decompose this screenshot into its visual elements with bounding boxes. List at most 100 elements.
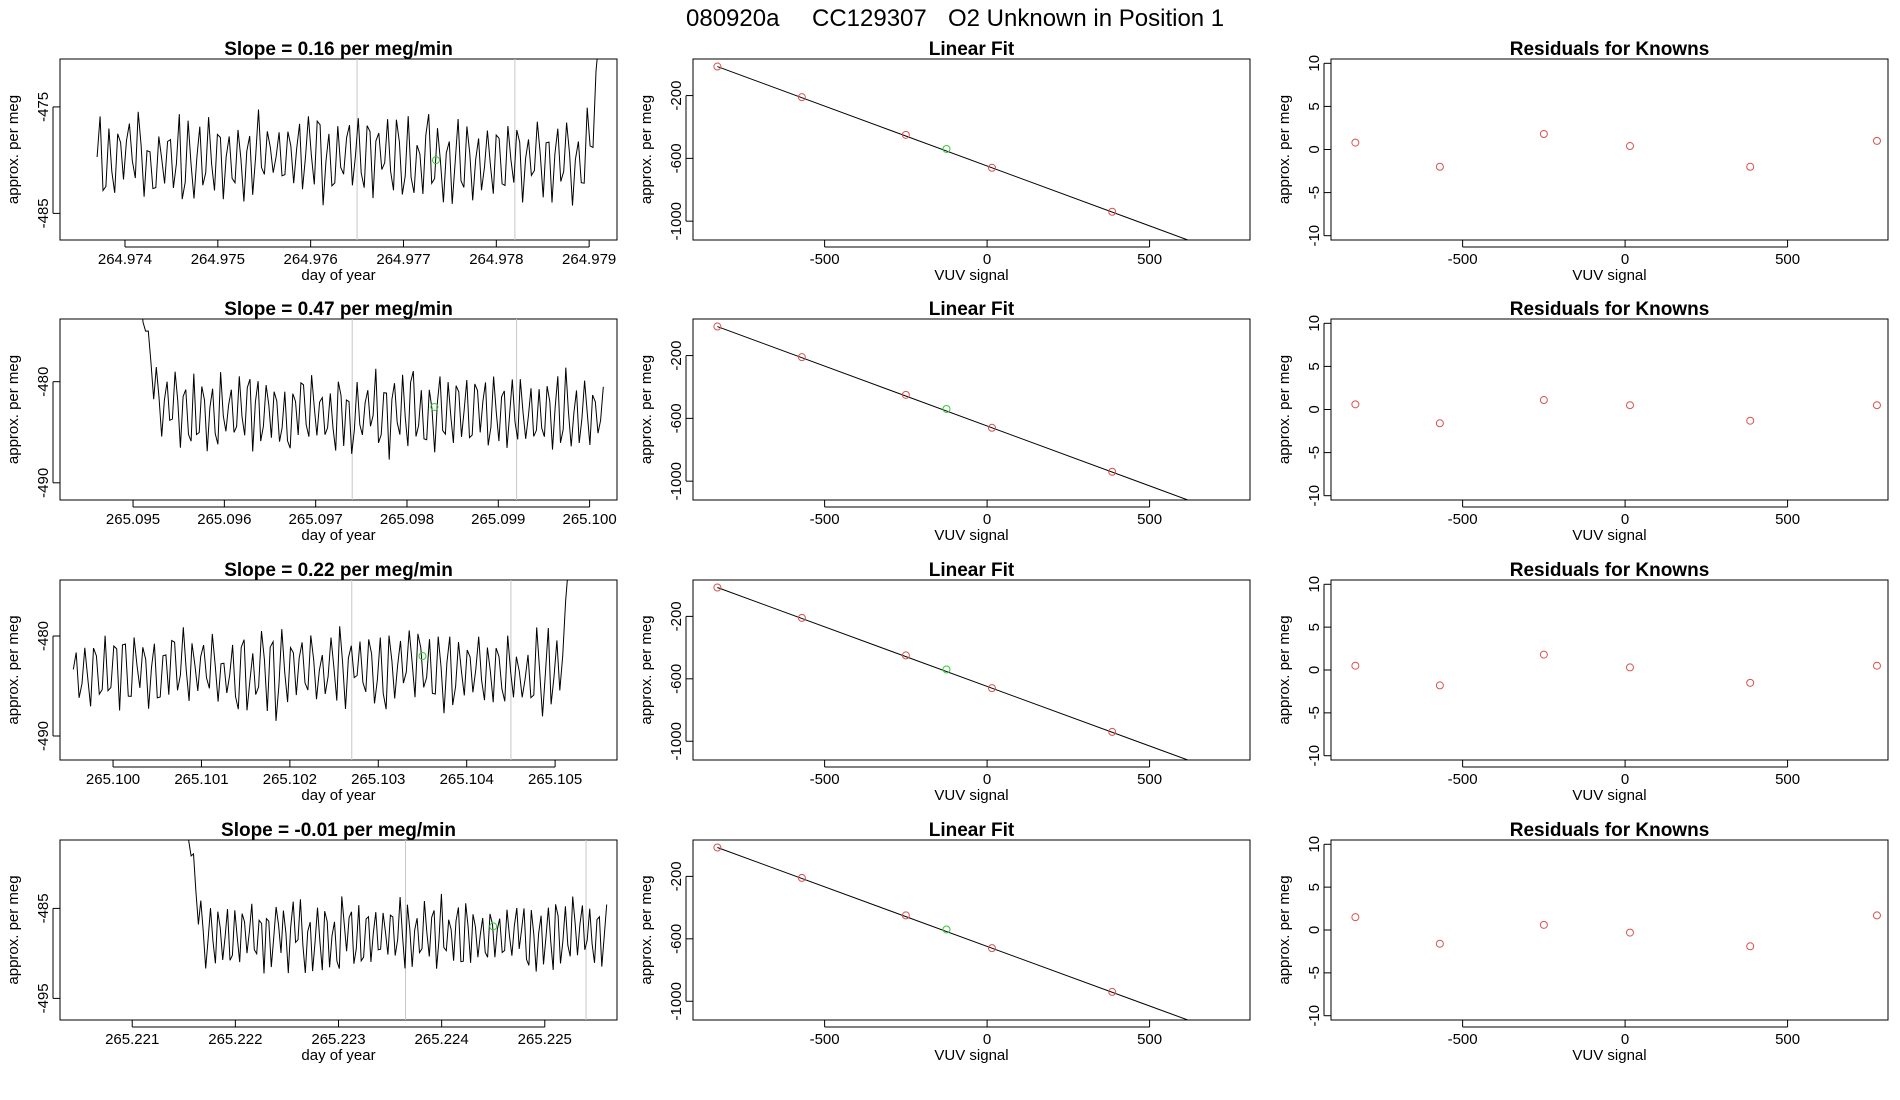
y-tick-label: 0 — [1306, 666, 1323, 674]
y-axis-label: approx. per meg — [1276, 875, 1293, 984]
x-tick-label: 500 — [1775, 1031, 1800, 1048]
x-axis-label: VUV signal — [1572, 267, 1646, 284]
residuals-panel-row-3: Residuals for Knowns -500 0 500 VUV signal -1… — [1276, 560, 1889, 804]
y-tick-label: 10 — [1306, 55, 1323, 72]
y-tick-label: -1000 — [668, 982, 685, 1020]
plot-frame — [59, 579, 618, 761]
unknown-point — [430, 402, 439, 411]
y-tick-label: 5 — [1306, 102, 1323, 110]
x-tick-label: 500 — [1137, 251, 1162, 268]
x-tick-label: 500 — [1775, 771, 1800, 788]
y-axis-label: approx. per meg — [5, 615, 22, 724]
known-point — [987, 944, 996, 953]
plot-frame — [1330, 318, 1889, 501]
x-tick-label: 265.095 — [106, 511, 160, 528]
data-marks — [1351, 129, 1881, 171]
x-tick-label: 265.103 — [351, 771, 405, 788]
known-point — [1235, 255, 1242, 262]
y-tick-label: -1000 — [668, 722, 685, 760]
x-tick-label: 0 — [1621, 771, 1629, 788]
y-tick-label: -600 — [668, 403, 685, 433]
residual-point — [1539, 650, 1548, 659]
panel-title: Slope = -0.01 per meg/min — [221, 820, 456, 841]
y-axis-label: approx. per meg — [1276, 615, 1293, 724]
data-marks — [1351, 911, 1881, 951]
data-marks — [713, 583, 1190, 760]
y-tick-label: -10 — [1306, 745, 1323, 767]
x-axis: 265.095 265.096 265.097 265.098 265.099 265.1… — [106, 500, 617, 544]
x-tick-label: 0 — [1621, 1031, 1629, 1048]
panel-title: Residuals for Knowns — [1510, 39, 1710, 60]
x-tick-label: 264.977 — [376, 251, 430, 268]
residual-point — [1351, 913, 1360, 922]
plot-frame — [692, 318, 1251, 501]
y-axis: -495 -485 approx. per meg — [5, 875, 60, 1013]
x-axis: 265.221 265.222 265.223 265.224 265.225 day o… — [105, 1020, 572, 1064]
x-axis-label: VUV signal — [1572, 1047, 1646, 1064]
residual-point — [1872, 136, 1881, 145]
residual-point — [1625, 401, 1634, 410]
y-axis-label: approx. per meg — [1276, 355, 1293, 464]
residual-point — [1625, 928, 1634, 937]
x-tick-label: 264.979 — [562, 251, 616, 268]
known-point — [713, 62, 722, 71]
plot-frame — [59, 318, 618, 501]
linear-fit-panel-row-3: Linear Fit -500 0 500 VUV signal -1000 -600 -20… — [638, 560, 1251, 804]
plot-frame — [692, 579, 1251, 761]
signal-trace — [96, 59, 598, 206]
y-axis: -10 -5 0 5 10 approx. per meg — [1276, 55, 1331, 247]
x-tick-label: 500 — [1775, 251, 1800, 268]
time-series-panel-row-4: Slope = -0.01 per meg/min 265.221 265.222 2… — [5, 820, 618, 1064]
known-point — [1108, 727, 1117, 736]
y-tick-label: -5 — [1306, 966, 1323, 979]
plot-frame — [1330, 579, 1889, 761]
data-marks — [1351, 396, 1881, 428]
y-axis: -10 -5 0 5 10 approx. per meg — [1276, 315, 1331, 507]
header-run-id: 080920a — [686, 5, 780, 32]
panel-title: Residuals for Knowns — [1510, 299, 1710, 320]
panel-title: Residuals for Knowns — [1510, 820, 1710, 841]
y-axis-label: approx. per meg — [638, 95, 655, 204]
y-axis-label: approx. per meg — [5, 355, 22, 464]
plot-frame — [1330, 58, 1889, 241]
panel-title: Slope = 0.16 per meg/min — [224, 39, 453, 60]
fit-line — [717, 66, 1190, 240]
y-tick-label: 0 — [1306, 926, 1323, 934]
x-tick-label: 264.974 — [98, 251, 152, 268]
x-tick-label: 265.102 — [263, 771, 317, 788]
known-point — [901, 130, 910, 139]
panel-title: Linear Fit — [929, 560, 1015, 581]
x-tick-label: -500 — [810, 511, 840, 528]
residual-point — [1351, 661, 1360, 670]
x-tick-label: 265.223 — [311, 1031, 365, 1048]
y-tick-label: -10 — [1306, 485, 1323, 507]
y-axis-label: approx. per meg — [5, 95, 22, 204]
y-tick-label: -200 — [668, 81, 685, 111]
x-tick-label: -500 — [1448, 251, 1478, 268]
x-tick-label: -500 — [810, 1031, 840, 1048]
x-tick-label: 265.099 — [471, 511, 525, 528]
y-tick-label: -490 — [35, 468, 52, 498]
y-tick-label: -1000 — [668, 462, 685, 500]
fit-line — [717, 847, 1190, 1020]
unknown-point — [942, 404, 951, 413]
x-tick-label: 0 — [983, 771, 991, 788]
residual-point — [1872, 911, 1881, 920]
y-axis-label: approx. per meg — [5, 875, 22, 984]
x-axis-label: day of year — [301, 267, 375, 284]
x-axis: -500 0 500 VUV signal — [1448, 240, 1800, 284]
x-tick-label: 0 — [983, 251, 991, 268]
x-tick-label: -500 — [1448, 771, 1478, 788]
x-axis-label: VUV signal — [934, 527, 1008, 544]
y-tick-label: -495 — [35, 983, 52, 1013]
unknown-point — [942, 925, 951, 934]
known-point — [987, 684, 996, 693]
y-tick-label: -480 — [35, 621, 52, 651]
x-tick-label: 264.975 — [191, 251, 245, 268]
signal-trace — [72, 580, 568, 721]
x-axis: 264.974 264.975 264.976 264.977 264.978 264.9… — [98, 240, 616, 284]
y-tick-label: 0 — [1306, 145, 1323, 153]
panel-title: Slope = 0.22 per meg/min — [224, 560, 453, 581]
time-series-panel-row-1: Slope = 0.16 per meg/min 264.974 264.975 26… — [5, 39, 618, 284]
y-axis: -1000 -600 -200 approx. per meg — [638, 81, 693, 240]
